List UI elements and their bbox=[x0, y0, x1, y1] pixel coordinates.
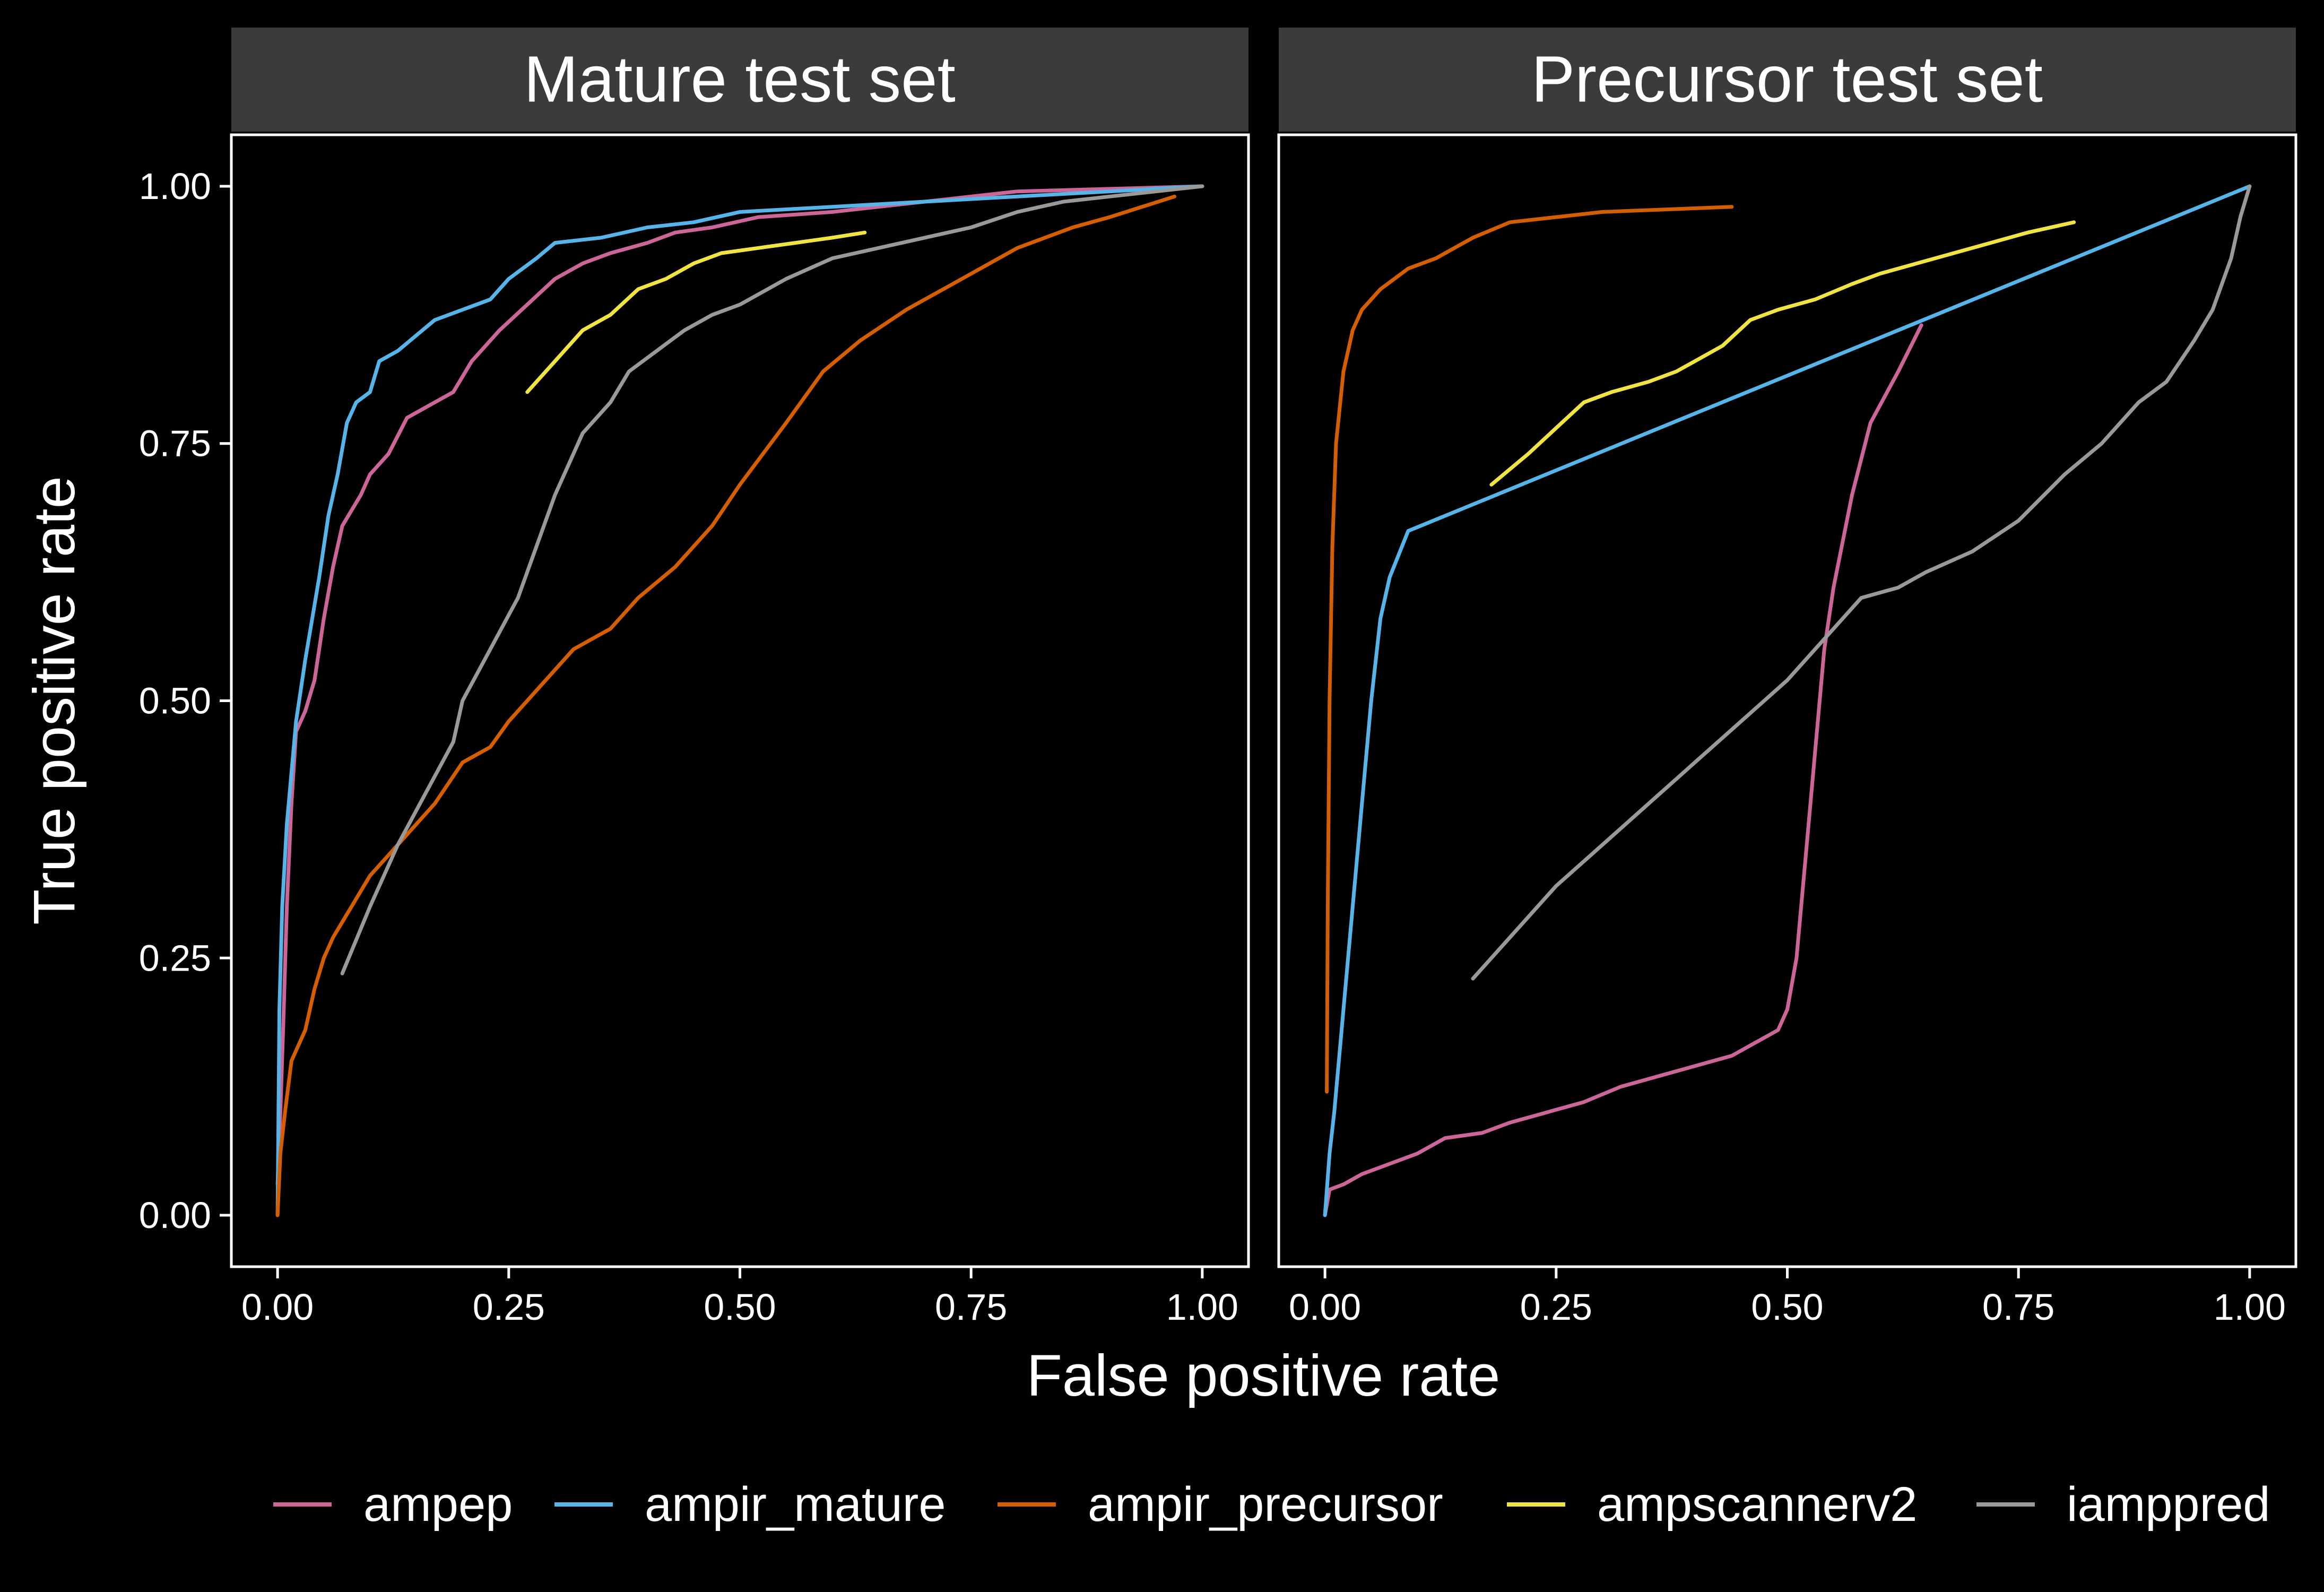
y-ticks-mature: 0.00 0.25 0.50 0.75 1.00 bbox=[139, 166, 231, 1236]
y-axis-title: True positive rate bbox=[22, 476, 87, 925]
legend-label: ampir_precursor bbox=[1088, 1477, 1443, 1532]
roc-line-ampscannerv2-mature bbox=[525, 230, 867, 394]
x-axis-title: False positive rate bbox=[1027, 1343, 1501, 1408]
x-ticks-precursor: 0.00 0.25 0.50 0.75 1.00 bbox=[1289, 1267, 2286, 1328]
y-tick-label: 0.00 bbox=[139, 1195, 211, 1236]
y-tick-label: 0.75 bbox=[139, 423, 211, 464]
x-ticks-mature: 0.00 0.25 0.50 0.75 1.00 bbox=[241, 1267, 1238, 1328]
y-tick-label: 0.50 bbox=[139, 680, 211, 722]
legend-item-ampep: ampep bbox=[273, 1477, 513, 1532]
panel-strip-mature bbox=[231, 28, 1248, 132]
roc-line-iamppred-mature bbox=[340, 184, 1204, 975]
x-tick-label: 0.50 bbox=[1751, 1286, 1823, 1328]
legend-item-iamppred: iamppred bbox=[1976, 1477, 2270, 1532]
legend-item-ampir-mature: ampir_mature bbox=[554, 1477, 946, 1532]
roc-line-iamppred-precursor bbox=[1471, 184, 2252, 981]
x-tick-label: 0.25 bbox=[473, 1286, 545, 1328]
legend-item-ampir-precursor: ampir_precursor bbox=[998, 1477, 1443, 1532]
x-tick-label: 0.75 bbox=[1982, 1286, 2054, 1328]
legend-label: iamppred bbox=[2067, 1477, 2270, 1532]
lines-mature bbox=[275, 184, 1204, 1217]
roc-line-ampir-mature-mature bbox=[275, 184, 1204, 1217]
x-tick-label: 0.50 bbox=[704, 1286, 776, 1328]
y-tick-label: 1.00 bbox=[139, 166, 211, 207]
roc-line-ampscannerv2-precursor bbox=[1489, 220, 2076, 487]
lines-precursor bbox=[1323, 184, 2252, 1217]
plot-area-mature bbox=[230, 133, 1250, 1268]
legend-label: ampep bbox=[363, 1477, 513, 1532]
panel-title-mature: Mature test set bbox=[524, 44, 956, 116]
x-tick-label: 0.75 bbox=[935, 1286, 1007, 1328]
panel-strip-precursor bbox=[1279, 28, 2296, 132]
panel-title-precursor: Precursor test set bbox=[1531, 44, 2043, 116]
panel-mature: Mature test set 0.00 0.25 0.50 0.75 1.00 0.0… bbox=[139, 28, 1250, 1328]
x-tick-label: 1.00 bbox=[2214, 1286, 2286, 1328]
x-tick-label: 0.00 bbox=[241, 1286, 314, 1328]
x-tick-label: 0.25 bbox=[1520, 1286, 1592, 1328]
roc-line-ampir-precursor-mature bbox=[275, 194, 1177, 1217]
x-tick-label: 0.00 bbox=[1289, 1286, 1361, 1328]
roc-line-ampep-precursor bbox=[1323, 323, 1923, 1217]
legend-item-ampscannerv2: ampscannerv2 bbox=[1507, 1477, 1917, 1532]
legend-label: ampir_mature bbox=[645, 1477, 946, 1532]
legend-label: ampscannerv2 bbox=[1597, 1477, 1917, 1532]
roc-line-ampir-mature-precursor bbox=[1323, 184, 2252, 1217]
y-tick-label: 0.25 bbox=[139, 937, 211, 979]
plot-area-precursor bbox=[1277, 133, 2297, 1268]
legend: ampep ampir_mature ampir_precursor ampscann… bbox=[273, 1477, 2270, 1532]
panel-precursor: Precursor test set 0.00 0.25 0.50 0.75 1.00 bbox=[1277, 28, 2297, 1328]
x-tick-label: 1.00 bbox=[1166, 1286, 1238, 1328]
roc-line-ampir-precursor-precursor bbox=[1325, 205, 1734, 1094]
